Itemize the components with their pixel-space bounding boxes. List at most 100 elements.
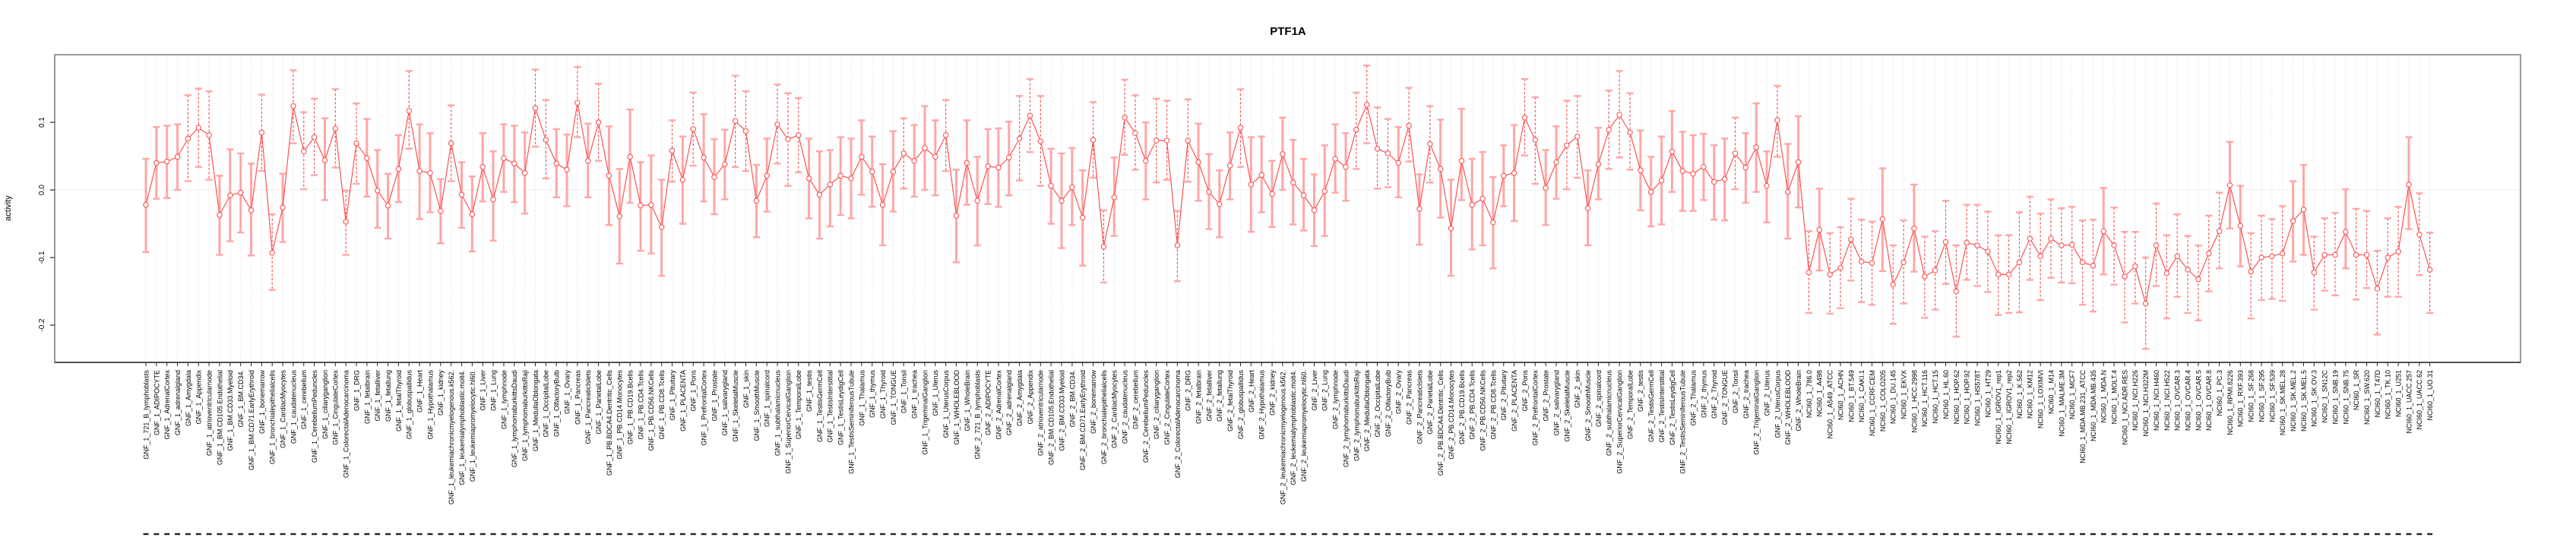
data-point — [2037, 253, 2043, 259]
data-point — [627, 153, 633, 160]
x-tick-label: GNF_1_Liver — [479, 370, 487, 411]
data-point — [385, 202, 391, 209]
data-point — [1869, 260, 1875, 266]
x-tick-label: GNF_2_BM.CD33.Myeloid — [1058, 370, 1065, 451]
data-point — [2163, 270, 2170, 277]
data-point — [2090, 262, 2097, 269]
x-tick-label: GNF_2_Tonsil — [1732, 370, 1739, 413]
x-tick-label: GNF_1_Amygdala — [185, 370, 192, 426]
x-tick-label: NCI60_1_NCI.H226 — [2131, 370, 2139, 431]
x-tick-label: NCI60_1_MOLT.4 — [2111, 370, 2119, 424]
x-tick-label: GNF_2_SkeletalMuscle — [1563, 370, 1571, 442]
x-tick-label: GNF_2_PrefrontalCortex — [1532, 370, 1540, 446]
x-tick-label: GNF_2_Lung — [1321, 370, 1329, 411]
data-point — [2059, 242, 2065, 248]
data-point — [143, 201, 149, 208]
y-tick-label: -0.2 — [38, 318, 46, 332]
x-tick-label: NCI60_1_OVCAR.3 — [2174, 370, 2182, 431]
data-point — [1237, 125, 1244, 131]
data-point — [595, 119, 602, 125]
data-point — [343, 219, 349, 225]
data-point — [2185, 267, 2191, 273]
data-point — [1890, 281, 1897, 288]
x-tick-label: GNF_1_ColorectalAdenocarcinoma — [343, 370, 350, 478]
x-tick-label: NCI60_1_MALME.3M — [2058, 370, 2065, 437]
data-point — [722, 161, 728, 167]
data-point — [1805, 269, 1812, 276]
x-tick-label: GNF_1_Uterus — [932, 370, 939, 416]
data-point — [1858, 258, 1865, 265]
data-point — [2363, 251, 2370, 258]
x-tick-label: GNF_1_PB.CD19.Bcells — [627, 370, 635, 445]
x-tick-label: GNF_1_Hypothalamus — [426, 370, 434, 440]
data-point — [553, 160, 559, 167]
x-tick-label: GNF_1_leukemiapromyelocytic.hl60. — [469, 370, 476, 482]
x-tick-label: GNF_1_Appendix — [195, 370, 203, 425]
x-tick-label: GNF_1_PB.BDCA4.Dentritic_Cells — [606, 370, 613, 476]
data-point — [869, 169, 875, 175]
x-tick-label: GNF_2_adrenalgland — [1005, 370, 1013, 435]
x-tick-label: GNF_2_leukemialymphoblastic.molt4. — [1290, 370, 1297, 485]
x-tick-label: NCI60_1_A549_ATCC — [1827, 370, 1834, 439]
data-point — [1564, 142, 1570, 149]
x-tick-label: GNF_1_SkeletalMuscle — [732, 370, 739, 442]
x-tick-label: GNF_1_MedullaOblongata — [532, 370, 540, 451]
x-tick-label: GNF_2_BM.CD34. — [1068, 370, 1076, 428]
data-point — [1543, 185, 1549, 191]
data-point — [332, 125, 339, 131]
data-point — [1163, 138, 1170, 144]
data-point — [227, 192, 233, 198]
data-point — [1469, 201, 1475, 208]
x-tick-label: NCI60_1_U251 — [2395, 370, 2403, 417]
x-tick-label: GNF_2_PLACENTA — [1511, 370, 1518, 432]
data-point — [311, 134, 318, 141]
data-point — [174, 153, 181, 160]
x-tick-label: GNF_1_Tonsil — [900, 370, 908, 413]
x-tick-label: GNF_2_PancreaticIslets — [1416, 370, 1423, 444]
x-tick-label: GNF_1_caudatenucleus — [290, 370, 297, 444]
x-tick-label: GNF_2_atrioventricularnode — [1037, 370, 1045, 456]
data-point — [1479, 195, 1486, 202]
data-point — [2416, 231, 2423, 238]
x-tick-label: NCI60_1_SN12C — [2321, 370, 2329, 423]
x-tick-label: GNF_1_lymphomaburkittsRaji — [521, 370, 529, 461]
x-tick-label: GNF_2_PB.CD4.Tcells — [1469, 370, 1476, 440]
data-point — [2374, 286, 2381, 292]
x-tick-label: GNF_2_SuperiorCervicalGanglion — [1616, 370, 1624, 474]
x-tick-label: NCI60_1_MDA.N — [2100, 370, 2108, 423]
x-tick-label: GNF_1_UterusCorpus — [942, 370, 950, 438]
data-point — [1638, 167, 1644, 173]
data-point — [448, 140, 454, 147]
x-tick-label: GNF_1_TrigeminalGanglion — [921, 370, 929, 455]
x-tick-label: GNF_2_BM.CD105.Endothelial — [1048, 370, 1055, 465]
x-tick-label: GNF_2_leukemiapromyelocytic.hl60. — [1300, 370, 1308, 482]
x-tick-label: GNF_1_kidney — [437, 370, 445, 416]
data-point — [1226, 163, 1233, 169]
data-point — [501, 155, 507, 161]
x-tick-label: GNF_1_PB.CD56.NKCells — [647, 370, 655, 451]
data-point — [1785, 188, 1791, 195]
x-tick-label: NCI60_1_NCI.ADR.RES — [2121, 370, 2128, 445]
data-point — [269, 250, 275, 256]
x-tick-label: GNF_2_Appendix — [1027, 370, 1034, 425]
x-tick-label: NCI60_1_MDA.MB.435 — [2090, 370, 2097, 441]
data-point — [1258, 172, 1264, 179]
data-point — [438, 207, 444, 214]
data-point — [1922, 274, 1928, 280]
data-point — [2153, 242, 2160, 248]
x-tick-label: GNF_1_CingulateCortex — [332, 370, 340, 445]
x-tick-label: GNF_1_ParietalLobe — [595, 370, 603, 435]
x-tick-label: GNF_2_subthalamicnucleus — [1606, 370, 1613, 457]
x-tick-label: GNF_2_TONGUE — [1721, 370, 1729, 425]
data-point — [1027, 112, 1033, 119]
data-point — [1574, 133, 1581, 140]
data-point — [2132, 263, 2138, 270]
x-tick-label: NCI60_1_MCF7 — [2068, 370, 2076, 419]
data-point — [1185, 138, 1191, 144]
data-point — [2406, 182, 2412, 188]
x-tick-label: GNF_1_TONGUE — [890, 370, 897, 425]
data-point — [2195, 276, 2201, 283]
data-point — [827, 182, 834, 188]
y-tick-label: -0.1 — [38, 251, 46, 264]
data-point — [2079, 259, 2086, 265]
